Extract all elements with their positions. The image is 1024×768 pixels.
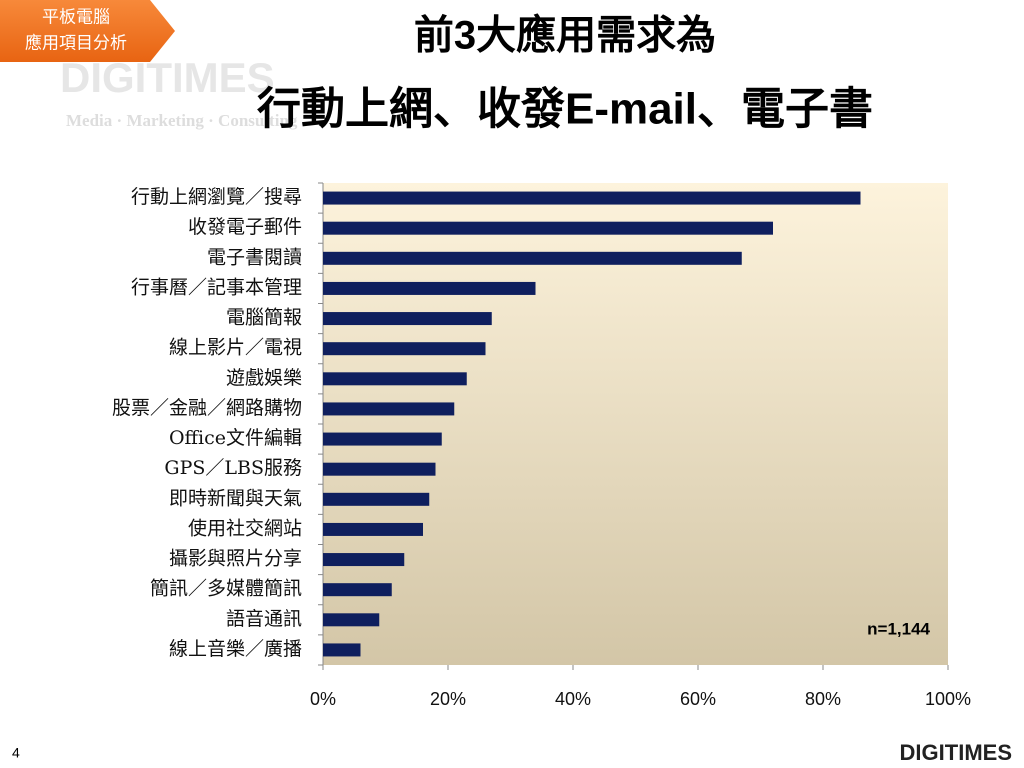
y-tick-label: Office文件編輯 bbox=[169, 427, 302, 449]
bar bbox=[323, 462, 436, 476]
bar bbox=[323, 372, 467, 386]
page-number: 4 bbox=[12, 745, 20, 761]
x-tick-label: 60% bbox=[680, 689, 716, 709]
y-tick-label: 收發電子郵件 bbox=[188, 216, 302, 238]
bar bbox=[323, 643, 361, 657]
y-tick-label: 攝影與照片分享 bbox=[169, 548, 302, 570]
chart: 0% 20% 40% 60% 80% 100% 行動上網瀏覽／搜尋收發電子郵件電子書閱讀行事… bbox=[112, 182, 971, 709]
y-tick-label: 即時新聞與天氣 bbox=[169, 487, 302, 509]
logo: DIGITIMES bbox=[900, 740, 1012, 765]
annotation: n=1,144 bbox=[867, 619, 930, 638]
y-tick-label: 行事曆／記事本管理 bbox=[131, 276, 302, 298]
chart-title: 前3大應用需求為 bbox=[414, 13, 716, 58]
y-tick-label: 遊戲娛樂 bbox=[226, 367, 302, 389]
y-tick-label: 線上音樂／廣播 bbox=[169, 638, 302, 660]
y-tick-label: 使用社交網站 bbox=[188, 517, 302, 539]
badge-text: 應用項目分析 bbox=[25, 33, 127, 54]
y-tick-label: 股票／金融／網路購物 bbox=[112, 397, 302, 419]
badge-text: 平板電腦 bbox=[42, 8, 110, 28]
bar bbox=[323, 432, 442, 446]
bar bbox=[323, 342, 486, 356]
bar bbox=[323, 402, 455, 416]
chart-subtitle: 行動上網、收發E-mail、電子書 bbox=[257, 85, 873, 134]
y-tick-label: GPS／LBS服務 bbox=[164, 457, 302, 479]
bar bbox=[323, 191, 861, 205]
watermark: Media · Marketing · Consulting bbox=[66, 111, 298, 130]
x-tick-label: 40% bbox=[555, 689, 591, 709]
bar bbox=[323, 492, 430, 506]
y-tick-label: 語音通訊 bbox=[226, 608, 302, 630]
x-tick-label: 20% bbox=[430, 689, 466, 709]
y-tick-label: 電腦簡報 bbox=[226, 307, 302, 329]
bar bbox=[323, 221, 773, 235]
bar bbox=[323, 553, 405, 567]
bar bbox=[323, 312, 492, 326]
bar bbox=[323, 281, 536, 295]
bar bbox=[323, 251, 742, 265]
y-tick-label: 簡訊／多媒體簡訊 bbox=[150, 578, 302, 600]
bar bbox=[323, 613, 380, 627]
y-tick-label: 線上影片／電視 bbox=[169, 337, 302, 359]
x-tick-label: 0% bbox=[310, 689, 336, 709]
y-tick-label: 行動上網瀏覽／搜尋 bbox=[131, 186, 302, 208]
x-tick-label: 100% bbox=[925, 689, 971, 709]
badge bbox=[0, 0, 175, 62]
x-tick-label: 80% bbox=[805, 689, 841, 709]
bar bbox=[323, 522, 423, 536]
bar bbox=[323, 583, 392, 597]
y-tick-label: 電子書閱讀 bbox=[207, 246, 302, 268]
